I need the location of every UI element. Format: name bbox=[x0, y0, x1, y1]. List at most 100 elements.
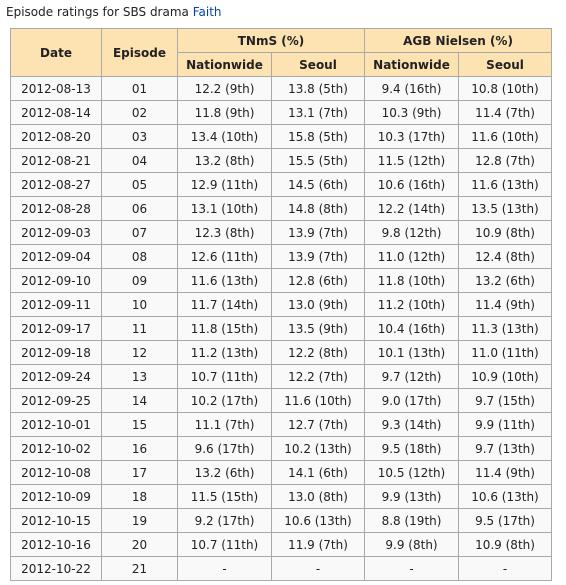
table-cell: 9.9 (13th) bbox=[364, 484, 460, 509]
table-cell: 2012-09-25 bbox=[10, 388, 102, 413]
table-cell: 13.2 (8th) bbox=[177, 148, 272, 173]
subheader-cell: Seoul bbox=[270, 52, 366, 77]
subheader-cell: Seoul bbox=[458, 52, 553, 77]
table-cell: 11.2 (10th) bbox=[364, 292, 460, 317]
table-cell: 2012-08-13 bbox=[10, 76, 102, 101]
table-row: 2012-09-25 14 10.2 (17th) 11.6 (10th) 9.0 (1… bbox=[10, 388, 553, 413]
table-cell: 13.2 (6th) bbox=[177, 460, 272, 485]
table-row: 2012-08-20 03 13.4 (10th) 15.8 (5th) 10.3 (1… bbox=[10, 124, 553, 149]
table-cell: 14.5 (6th) bbox=[270, 172, 366, 197]
table-cell: 12.2 (9th) bbox=[177, 76, 272, 101]
table-cell: 11.6 (13th) bbox=[458, 172, 553, 197]
table-cell: 12.8 (7th) bbox=[458, 148, 553, 173]
table-cell: 12.8 (6th) bbox=[270, 268, 366, 293]
table-row: 2012-08-21 04 13.2 (8th) 15.5 (5th) 11.5 (12… bbox=[10, 148, 553, 173]
table-cell: 11.6 (10th) bbox=[270, 388, 366, 413]
table-row: 2012-09-18 12 11.2 (13th) 12.2 (8th) 10.1 (1… bbox=[10, 340, 553, 365]
table-cell: 13.9 (7th) bbox=[270, 244, 366, 269]
table-cell: 07 bbox=[101, 220, 178, 245]
table-row: 2012-10-01 15 11.1 (7th) 12.7 (7th) 9.3 (14t… bbox=[10, 412, 553, 437]
caption: Episode ratings for SBS drama Faith bbox=[6, 5, 222, 19]
table-cell: 06 bbox=[101, 196, 178, 221]
table-cell: 01 bbox=[101, 76, 178, 101]
table-row: 2012-09-17 11 11.8 (15th) 13.5 (9th) 10.4 (1… bbox=[10, 316, 553, 341]
table-cell: 14.8 (8th) bbox=[270, 196, 366, 221]
table-cell: 16 bbox=[101, 436, 178, 461]
table-cell: 09 bbox=[101, 268, 178, 293]
table-cell: 13.1 (7th) bbox=[270, 100, 366, 125]
table-cell: 13.5 (9th) bbox=[270, 316, 366, 341]
table-cell: 2012-09-10 bbox=[10, 268, 102, 293]
table-cell: 9.3 (14th) bbox=[364, 412, 460, 437]
table-row: 2012-10-09 18 11.5 (15th) 13.0 (8th) 9.9 (13… bbox=[10, 484, 553, 509]
table-cell: 18 bbox=[101, 484, 178, 509]
table-cell: 9.6 (17th) bbox=[177, 436, 272, 461]
table-cell: 9.4 (16th) bbox=[364, 76, 460, 101]
caption-link[interactable]: Faith bbox=[192, 5, 222, 19]
table-cell: 12 bbox=[101, 340, 178, 365]
table-cell: 10.1 (13th) bbox=[364, 340, 460, 365]
table-cell: 11.5 (15th) bbox=[177, 484, 272, 509]
table-row: 2012-10-02 16 9.6 (17th) 10.2 (13th) 9.5 (18… bbox=[10, 436, 553, 461]
table-cell: 12.2 (14th) bbox=[364, 196, 460, 221]
subheader-cell: Nationwide bbox=[364, 52, 460, 77]
table-cell: 08 bbox=[101, 244, 178, 269]
table-row: 2012-10-08 17 13.2 (6th) 14.1 (6th) 10.5 (12… bbox=[10, 460, 553, 485]
table-cell: 17 bbox=[101, 460, 178, 485]
table-cell: 9.5 (18th) bbox=[364, 436, 460, 461]
table-cell: 9.2 (17th) bbox=[177, 508, 272, 533]
header-cell: AGB Nielsen (%) bbox=[364, 28, 553, 53]
table-cell: 9.7 (15th) bbox=[458, 388, 553, 413]
table-cell: 15 bbox=[101, 412, 178, 437]
table-cell: 2012-09-03 bbox=[10, 220, 102, 245]
table-cell: 2012-08-21 bbox=[10, 148, 102, 173]
table-cell: 13 bbox=[101, 364, 178, 389]
table-cell: 9.8 (12th) bbox=[364, 220, 460, 245]
table-cell: 11.7 (14th) bbox=[177, 292, 272, 317]
table-cell: 10.7 (11th) bbox=[177, 532, 272, 557]
table-cell: 2012-10-08 bbox=[10, 460, 102, 485]
header-cell: Date bbox=[10, 28, 102, 77]
table-cell: 11.0 (12th) bbox=[364, 244, 460, 269]
table-cell: - bbox=[458, 556, 553, 581]
table-cell: 12.3 (8th) bbox=[177, 220, 272, 245]
table-cell: 10.5 (12th) bbox=[364, 460, 460, 485]
table-cell: 10.6 (13th) bbox=[458, 484, 553, 509]
table-cell: - bbox=[270, 556, 366, 581]
table-cell: 12.6 (11th) bbox=[177, 244, 272, 269]
table-cell: 13.0 (9th) bbox=[270, 292, 366, 317]
table-row: 2012-09-11 10 11.7 (14th) 13.0 (9th) 11.2 (1… bbox=[10, 292, 553, 317]
table-row: 2012-09-04 08 12.6 (11th) 13.9 (7th) 11.0 (1… bbox=[10, 244, 553, 269]
table-row: 2012-09-24 13 10.7 (11th) 12.2 (7th) 9.7 (12… bbox=[10, 364, 553, 389]
table-cell: 2012-08-14 bbox=[10, 100, 102, 125]
table-cell: 11.2 (13th) bbox=[177, 340, 272, 365]
table-cell: 9.5 (17th) bbox=[458, 508, 553, 533]
table-cell: 13.5 (13th) bbox=[458, 196, 553, 221]
table-cell: 19 bbox=[101, 508, 178, 533]
table-cell: 10.4 (16th) bbox=[364, 316, 460, 341]
table-cell: 10.3 (17th) bbox=[364, 124, 460, 149]
table-cell: 21 bbox=[101, 556, 178, 581]
table-cell: 2012-10-15 bbox=[10, 508, 102, 533]
table-cell: 11.4 (9th) bbox=[458, 460, 553, 485]
table-cell: 2012-08-20 bbox=[10, 124, 102, 149]
table-cell: 04 bbox=[101, 148, 178, 173]
table-cell: 12.2 (8th) bbox=[270, 340, 366, 365]
table-cell: 2012-10-22 bbox=[10, 556, 102, 581]
table-cell: 10 bbox=[101, 292, 178, 317]
subheader-cell: Nationwide bbox=[177, 52, 272, 77]
table-cell: 13.4 (10th) bbox=[177, 124, 272, 149]
table-cell: 2012-10-09 bbox=[10, 484, 102, 509]
table-cell: 2012-10-01 bbox=[10, 412, 102, 437]
table-cell: 11.4 (9th) bbox=[458, 292, 553, 317]
table-cell: 2012-09-24 bbox=[10, 364, 102, 389]
table-cell: 11.8 (15th) bbox=[177, 316, 272, 341]
header-cell: Episode bbox=[101, 28, 178, 77]
table-row: 2012-09-10 09 11.6 (13th) 12.8 (6th) 11.8 (1… bbox=[10, 268, 553, 293]
table-cell: - bbox=[364, 556, 460, 581]
table-row: 2012-10-16 20 10.7 (11th) 11.9 (7th) 9.9 (8t… bbox=[10, 532, 553, 557]
table-cell: 10.7 (11th) bbox=[177, 364, 272, 389]
table-cell: 11.0 (11th) bbox=[458, 340, 553, 365]
table-cell: 10.9 (8th) bbox=[458, 532, 553, 557]
table-cell: 2012-09-17 bbox=[10, 316, 102, 341]
